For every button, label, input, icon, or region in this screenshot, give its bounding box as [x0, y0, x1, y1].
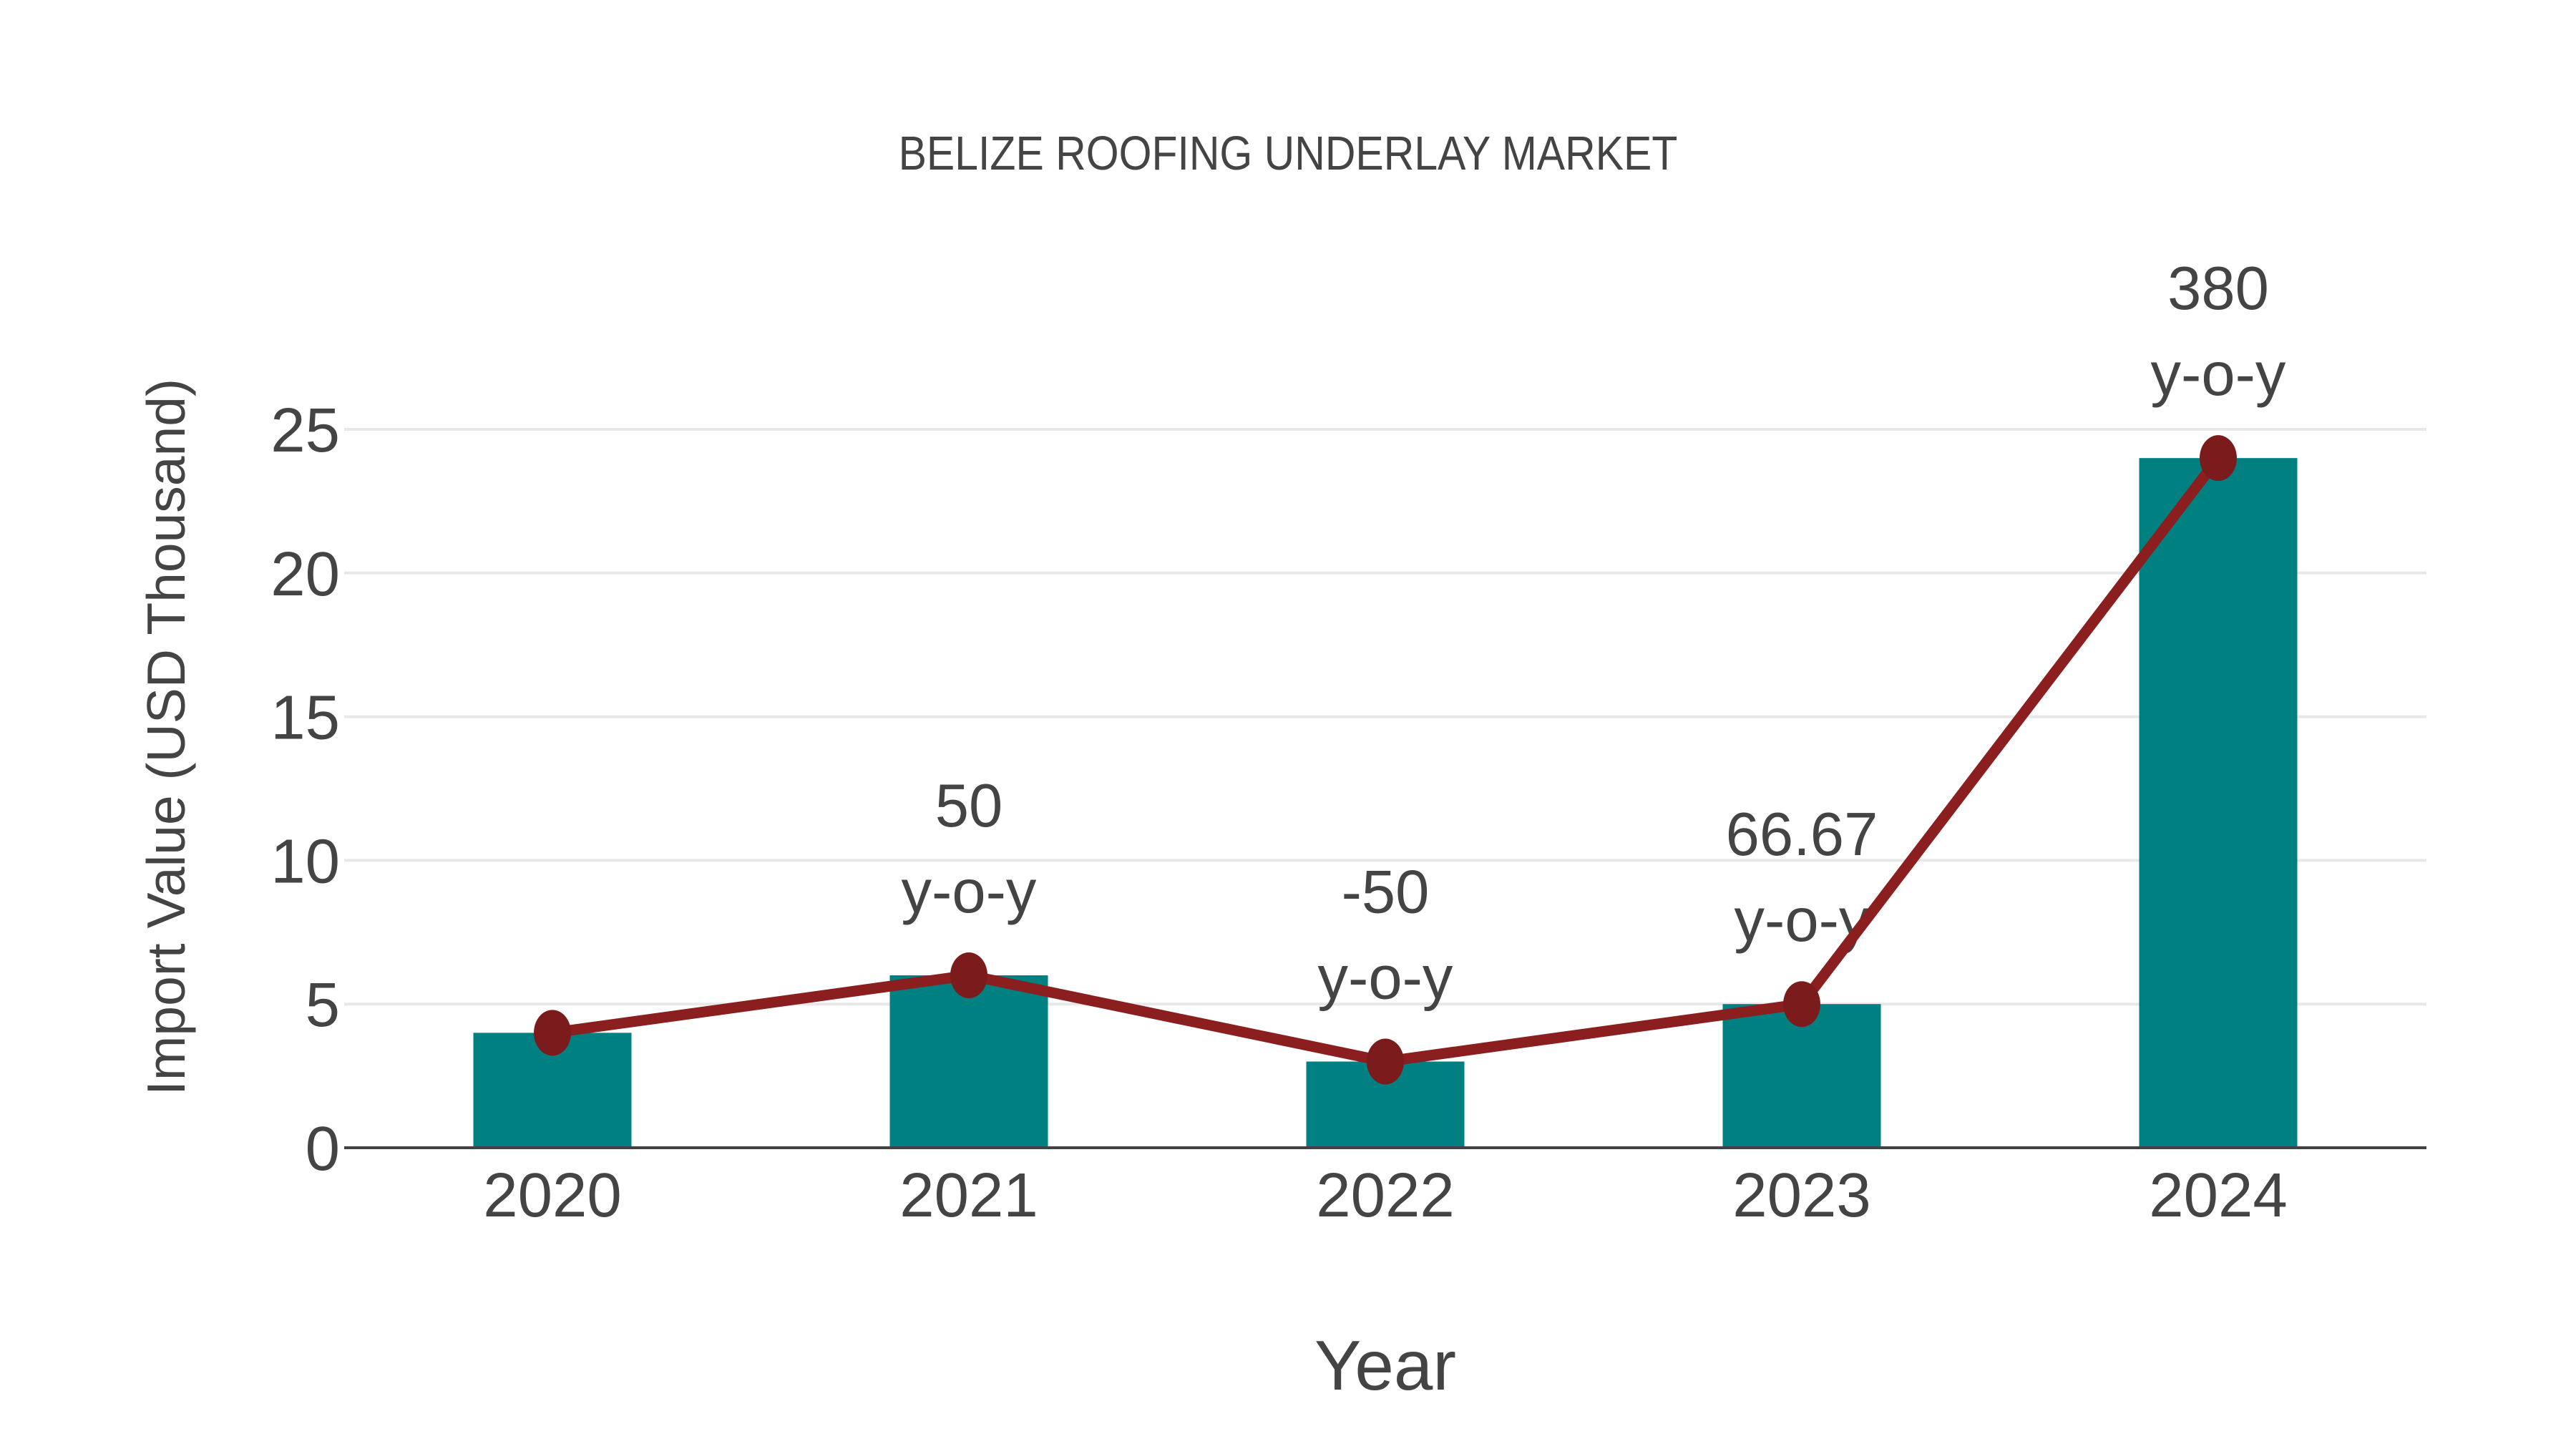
y-tick-label-15: 15	[270, 683, 340, 753]
annotation-value-2022: -50	[1342, 859, 1430, 927]
x-tick-label-2024: 2024	[2149, 1161, 2288, 1230]
y-tick-label-0: 0	[306, 1114, 340, 1184]
y-tick-label-25: 25	[270, 396, 340, 465]
annotation-label-2022: y-o-y	[1318, 945, 1453, 1013]
bar-2023	[1722, 1004, 1881, 1148]
trend-marker-2020	[534, 1010, 571, 1056]
y-tick-label-20: 20	[270, 540, 340, 609]
bar-2024	[2139, 458, 2298, 1148]
chart-title: BELIZE ROOFING UNDERLAY MARKET	[898, 127, 1678, 180]
y-tick-label-10: 10	[270, 826, 340, 896]
annotation-label-2021: y-o-y	[902, 858, 1037, 926]
annotation-value-2024: 380	[2167, 255, 2269, 323]
x-axis-title: Year	[1314, 1326, 1456, 1405]
x-tick-label-2023: 2023	[1732, 1161, 1871, 1230]
annotation-value-2023: 66.67	[1726, 801, 1878, 869]
x-tick-label-2021: 2021	[899, 1161, 1038, 1230]
trend-marker-2023	[1783, 981, 1820, 1028]
annotation-label-2024: y-o-y	[2151, 341, 2286, 409]
trend-marker-2022	[1367, 1038, 1404, 1085]
trend-marker-2021	[950, 952, 987, 999]
x-tick-label-2022: 2022	[1316, 1161, 1455, 1230]
x-tick-label-2020: 2020	[483, 1161, 622, 1230]
y-tick-label-5: 5	[306, 970, 340, 1040]
trend-marker-2024	[2200, 435, 2237, 482]
annotation-value-2021: 50	[935, 772, 1003, 840]
bar-2021	[889, 975, 1048, 1148]
